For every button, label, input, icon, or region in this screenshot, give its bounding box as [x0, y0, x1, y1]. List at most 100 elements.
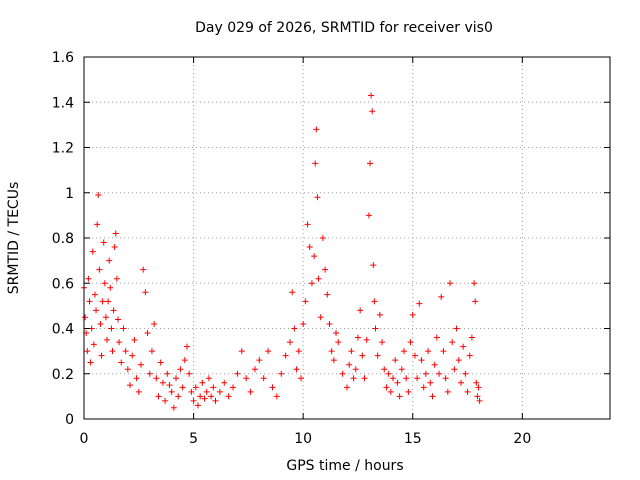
data-point	[306, 244, 313, 251]
data-point	[420, 384, 427, 391]
data-point	[107, 284, 114, 291]
y-tick-label: 1	[65, 186, 74, 202]
data-point	[440, 348, 447, 355]
data-point	[243, 375, 250, 382]
data-point	[394, 379, 401, 386]
data-point	[96, 266, 103, 273]
data-point	[287, 339, 294, 346]
data-point	[295, 348, 302, 355]
data-point	[234, 370, 241, 377]
data-point	[444, 388, 451, 395]
data-point	[225, 393, 232, 400]
data-point	[282, 352, 289, 359]
data-point	[416, 300, 423, 307]
axis-ticks: 0 0.2 0.4 0.6 0.8 1 1.2 1.4 1.6 0 5 10 15 20	[52, 50, 610, 447]
data-point	[120, 325, 127, 332]
data-point	[221, 379, 228, 386]
data-point	[449, 339, 456, 346]
data-point	[159, 379, 166, 386]
data-point	[344, 384, 350, 391]
data-point	[140, 266, 147, 273]
data-point	[110, 307, 117, 314]
data-point	[387, 388, 394, 395]
data-point	[269, 384, 276, 391]
data-point	[431, 361, 438, 368]
data-point	[367, 160, 374, 167]
data-point	[142, 289, 149, 296]
grid	[84, 57, 610, 419]
data-point	[100, 239, 107, 246]
data-point	[369, 108, 376, 115]
data-point	[462, 370, 469, 377]
data-point	[370, 262, 377, 269]
data-point	[455, 357, 462, 364]
data-point	[418, 357, 425, 364]
data-point	[157, 359, 164, 366]
data-point	[291, 325, 298, 332]
data-point	[354, 334, 361, 341]
data-point	[427, 379, 434, 386]
data-point	[175, 393, 182, 400]
data-point	[116, 339, 123, 346]
data-point	[197, 393, 204, 400]
data-point	[411, 352, 418, 359]
data-point	[405, 388, 412, 395]
data-point	[205, 375, 212, 382]
data-point	[91, 291, 98, 298]
data-point	[407, 339, 414, 346]
data-point	[468, 334, 475, 341]
data-point	[238, 348, 245, 355]
data-point	[466, 352, 473, 359]
data-point	[104, 336, 111, 343]
data-point	[155, 393, 162, 400]
data-point	[101, 280, 108, 287]
data-point	[302, 298, 309, 305]
data-point	[460, 343, 467, 350]
data-point	[166, 382, 173, 389]
x-axis-label: GPS time / hours	[286, 458, 403, 474]
data-point	[137, 361, 144, 368]
data-point	[186, 370, 193, 377]
data-point	[324, 291, 331, 298]
data-point	[89, 248, 96, 255]
data-point	[474, 393, 481, 400]
data-point	[133, 375, 140, 382]
data-point	[436, 370, 443, 377]
data-point	[251, 366, 258, 373]
data-point	[247, 388, 254, 395]
data-point	[179, 384, 186, 391]
data-point	[472, 298, 479, 305]
data-point	[339, 370, 346, 377]
data-point	[230, 384, 237, 391]
data-point	[392, 357, 399, 364]
data-point	[371, 298, 378, 305]
data-point	[192, 384, 199, 391]
x-tick-label: 0	[80, 431, 89, 447]
data-point	[82, 314, 89, 321]
data-point	[84, 348, 91, 355]
data-point	[409, 311, 416, 318]
x-tick-label: 10	[294, 431, 312, 447]
y-tick-label: 0.2	[52, 367, 74, 383]
data-point	[425, 348, 432, 355]
data-point	[313, 126, 320, 133]
data-point	[464, 388, 471, 395]
data-point	[162, 397, 169, 404]
data-point	[199, 379, 206, 386]
data-point	[398, 366, 405, 373]
x-tick-label: 20	[513, 431, 531, 447]
data-point	[390, 375, 397, 382]
data-point	[330, 357, 337, 364]
data-point	[173, 375, 180, 382]
data-point	[451, 366, 458, 373]
data-point	[131, 336, 138, 343]
data-point	[95, 192, 102, 199]
x-tick-label: 15	[404, 431, 422, 447]
data-point	[368, 92, 375, 99]
data-point	[98, 352, 105, 359]
data-point	[442, 375, 449, 382]
data-point	[453, 325, 460, 332]
data-point	[383, 384, 390, 391]
data-point	[308, 280, 315, 287]
data-point	[99, 298, 106, 305]
